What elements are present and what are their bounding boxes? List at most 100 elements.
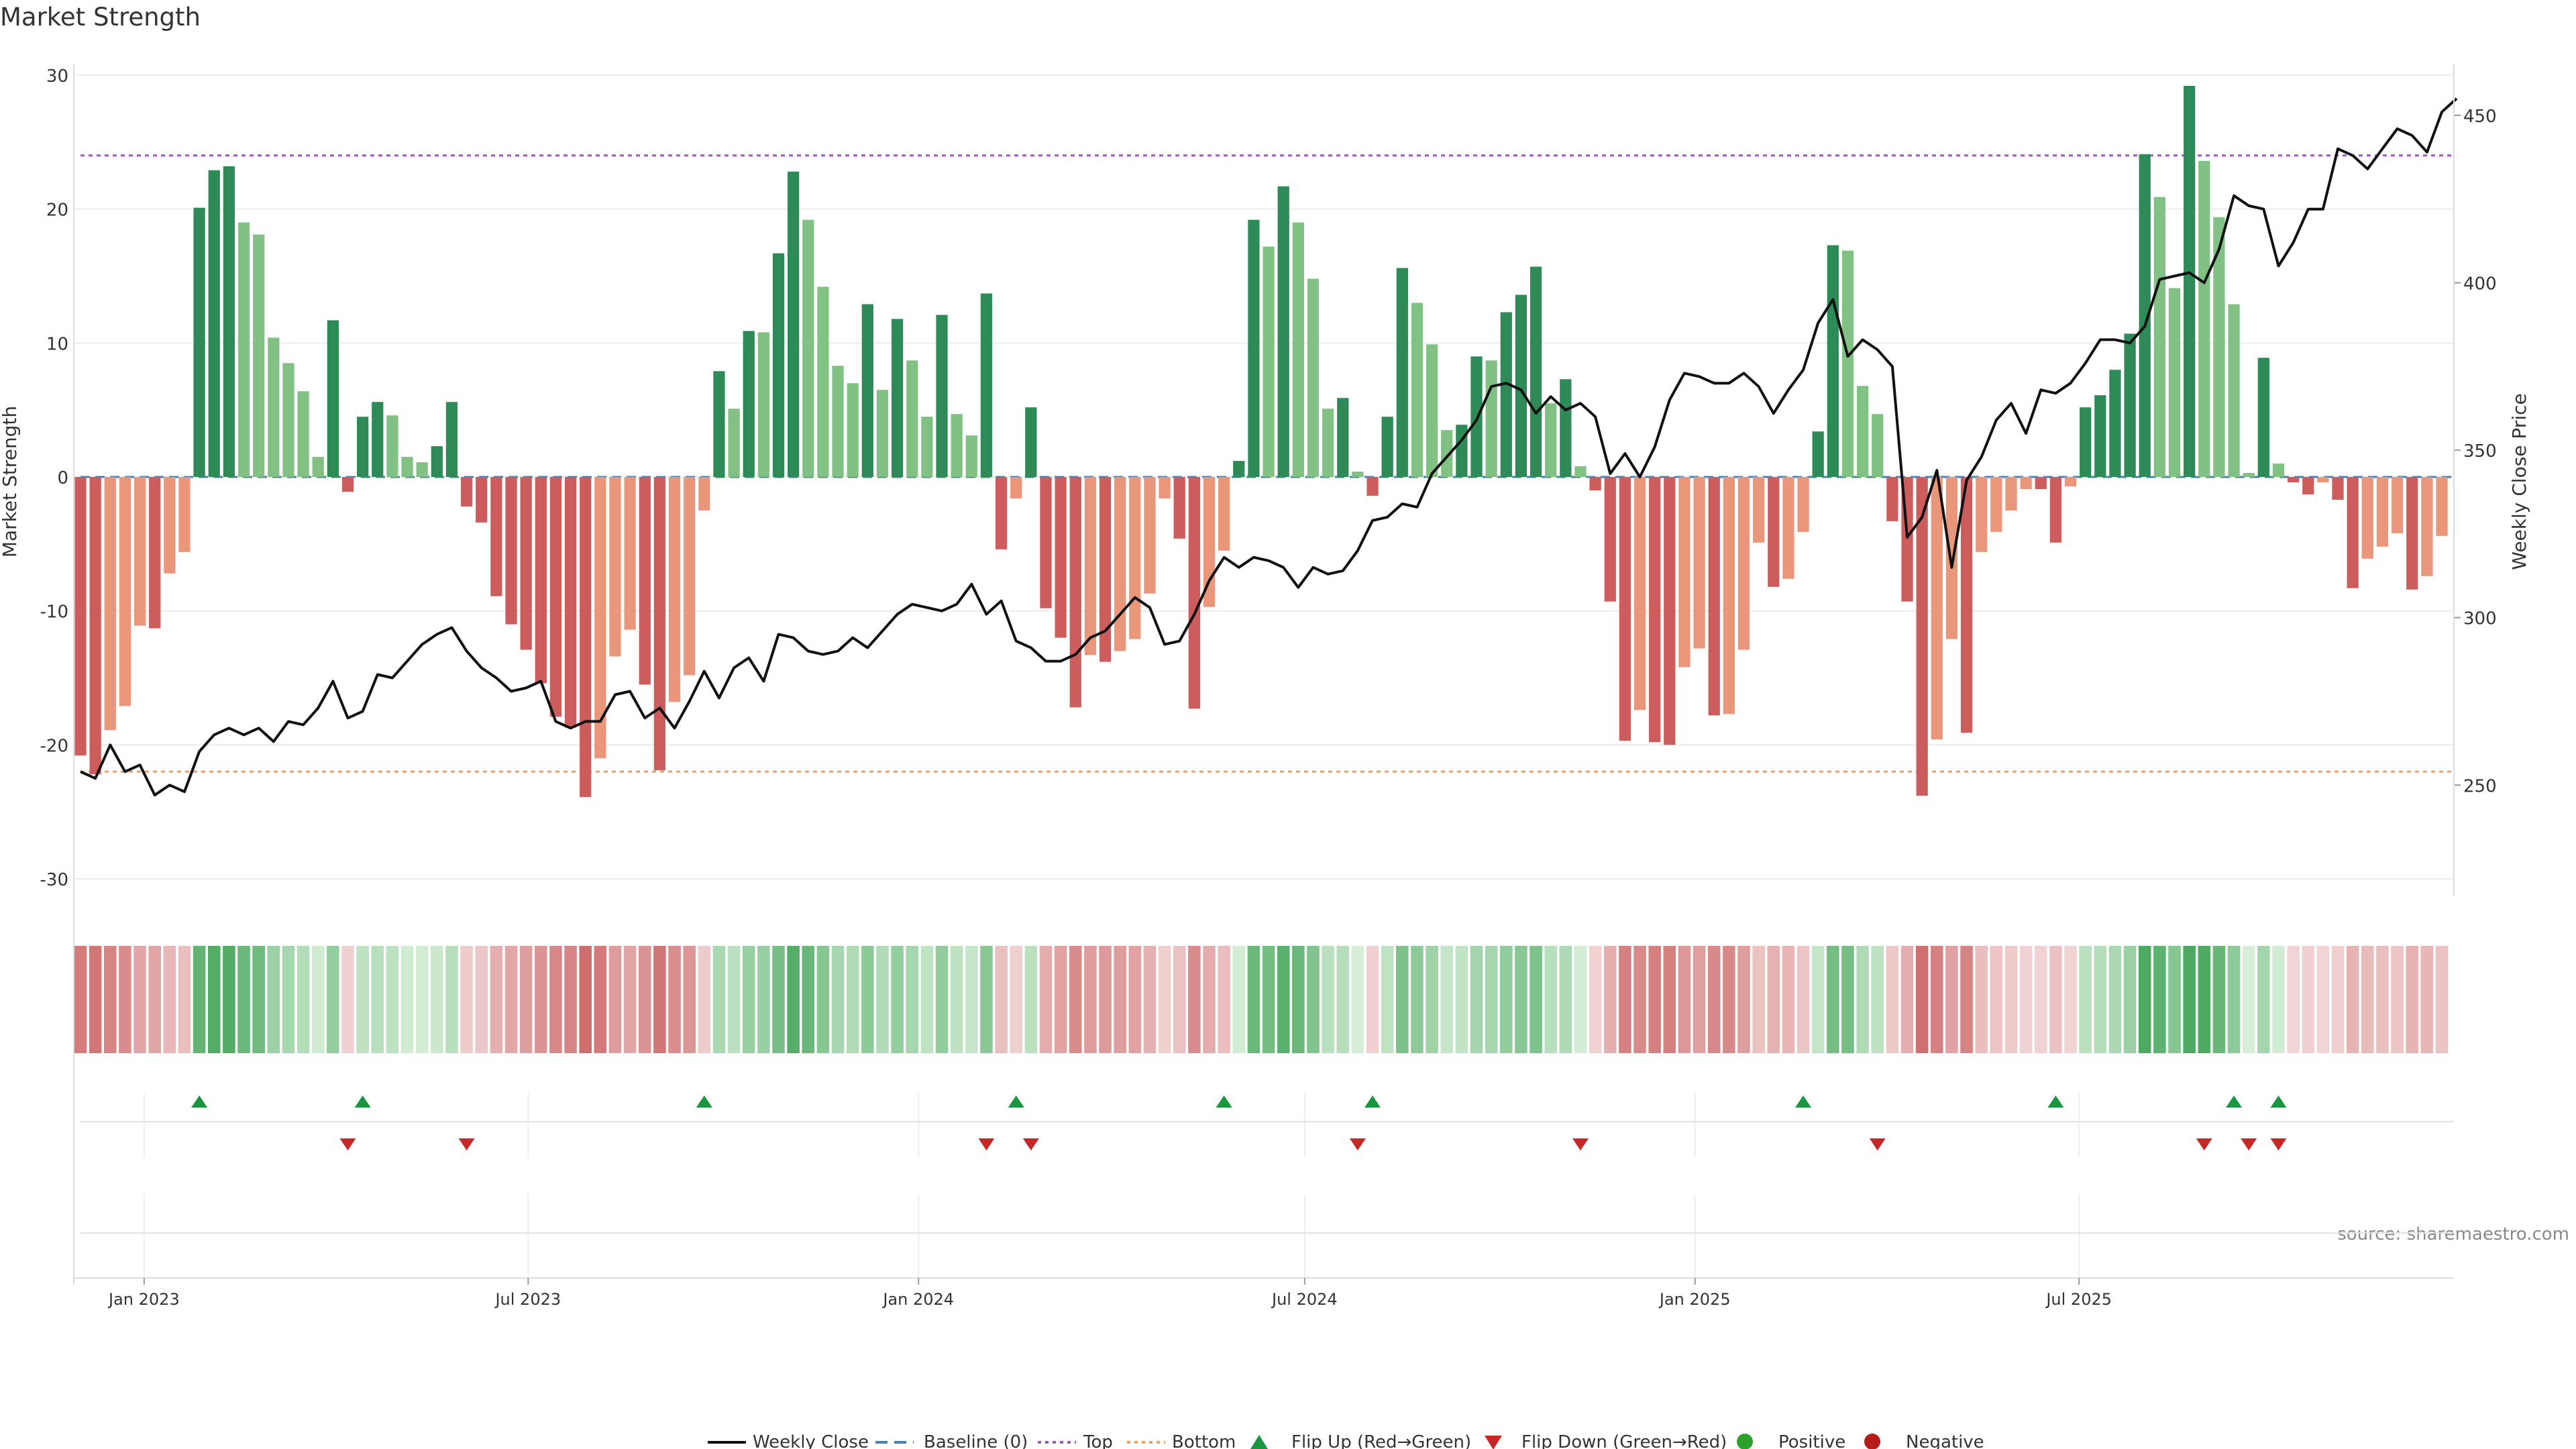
strength-bar (951, 414, 963, 478)
heat-cell (1589, 946, 1602, 1053)
heat-cell (2287, 946, 2300, 1053)
heat-cell (2094, 946, 2107, 1053)
flip-up-marker (2270, 1095, 2287, 1108)
y-left-tick-label: 30 (46, 66, 68, 87)
heat-cell (742, 946, 755, 1053)
heat-cell (103, 946, 117, 1053)
heat-cell (1455, 946, 1468, 1053)
flip-down-marker (2241, 1138, 2257, 1150)
strength-bar (178, 477, 191, 552)
legend-label-negative: Negative (1906, 1432, 1984, 1449)
strength-bar (356, 417, 369, 478)
heat-cell (2064, 946, 2077, 1053)
strength-bar (2005, 477, 2017, 511)
heat-cell (1411, 946, 1424, 1053)
heat-cell (1024, 946, 1038, 1053)
strength-bar (268, 337, 280, 478)
heat-cell (1856, 946, 1869, 1053)
strength-bar (1411, 303, 1424, 478)
heat-cell (1069, 946, 1082, 1053)
y-right-axis-label: Weekly Close Price (2508, 393, 2530, 570)
strength-bar (1470, 356, 1483, 478)
heat-cell (816, 946, 830, 1053)
legend-positive-dot-icon (1737, 1434, 1753, 1449)
strength-bar (2361, 477, 2373, 559)
strength-bar (1976, 477, 1988, 552)
heat-cell (1307, 946, 1320, 1053)
heat-cell (1128, 946, 1142, 1053)
heat-cell (1173, 946, 1186, 1053)
heat-cell (1158, 946, 1171, 1053)
strength-bar (312, 457, 324, 478)
heat-cell (1900, 946, 1914, 1053)
heat-cell (1218, 946, 1230, 1053)
strength-bar (282, 363, 294, 478)
strength-bar (1678, 477, 1690, 667)
strength-bar (1233, 461, 1245, 478)
source-credit: source: sharemaestro.com (2337, 1224, 2569, 1244)
y-left-axis-label: Market Strength (0, 406, 21, 557)
x-tick-label: Jan 2025 (1658, 1290, 1731, 1309)
heat-cell (89, 946, 102, 1053)
heat-cell (475, 946, 488, 1053)
strength-bar (2436, 477, 2448, 536)
strength-bar (1812, 431, 1824, 478)
heat-cell (1336, 946, 1350, 1053)
flip-up-marker (2226, 1095, 2243, 1108)
strength-bar (1084, 477, 1097, 655)
heat-cell (1544, 946, 1557, 1053)
heat-cell (2019, 946, 2033, 1053)
strength-bar (208, 170, 220, 478)
strength-bar (743, 331, 755, 478)
price-series (80, 97, 2458, 797)
heat-cell (237, 946, 250, 1053)
flip-up-marker (1008, 1095, 1024, 1108)
heat-cell (1470, 946, 1483, 1053)
heat-cell (1143, 946, 1157, 1053)
flip-up-marker (354, 1095, 371, 1108)
heat-cell (1796, 946, 1810, 1053)
heat-cell (1485, 946, 1498, 1053)
x-tick-label: Jul 2024 (1271, 1290, 1338, 1309)
heat-cell (608, 946, 622, 1053)
heat-cell (267, 946, 280, 1053)
strength-bar (2080, 407, 2092, 478)
strength-bar (1589, 477, 1601, 490)
x-tick-label: Jan 2023 (107, 1290, 180, 1309)
strength-bar (2064, 477, 2077, 486)
heat-cell (119, 946, 131, 1053)
heat-cell (2376, 946, 2389, 1053)
strength-bar (1381, 417, 1393, 478)
strength-bar (1872, 414, 1884, 478)
strength-bar (1723, 477, 1735, 714)
heat-cell (995, 946, 1008, 1053)
strength-bar (2302, 477, 2314, 494)
strength-bar (401, 457, 413, 478)
heat-cell (1841, 946, 1854, 1053)
legend-flip-up-icon (1250, 1435, 1268, 1449)
strength-bar (104, 477, 116, 731)
strength-bar (2391, 477, 2404, 533)
heat-cell (653, 946, 666, 1053)
strength-bar (1485, 360, 1497, 478)
strength-bar (1515, 294, 1527, 478)
strength-bar (1396, 268, 1408, 478)
strength-bar (1827, 245, 1839, 478)
heat-cell (2123, 946, 2137, 1053)
heat-cell (1767, 946, 1780, 1053)
strength-bar (253, 234, 265, 478)
strength-bar (460, 477, 473, 506)
strength-bar (564, 477, 577, 728)
heat-cell (1574, 946, 1587, 1053)
y-left-tick-label: -30 (40, 870, 68, 890)
strength-bar (980, 293, 993, 478)
heat-cell (1277, 946, 1290, 1053)
strength-bar (1337, 398, 1349, 478)
heat-cell (1975, 946, 1988, 1053)
heat-cell (2153, 946, 2166, 1053)
heat-cell (282, 946, 295, 1053)
heat-cell (1515, 946, 1527, 1053)
heat-cell (2212, 946, 2226, 1053)
heat-cell (2435, 946, 2449, 1053)
strength-bar (1856, 386, 1869, 478)
